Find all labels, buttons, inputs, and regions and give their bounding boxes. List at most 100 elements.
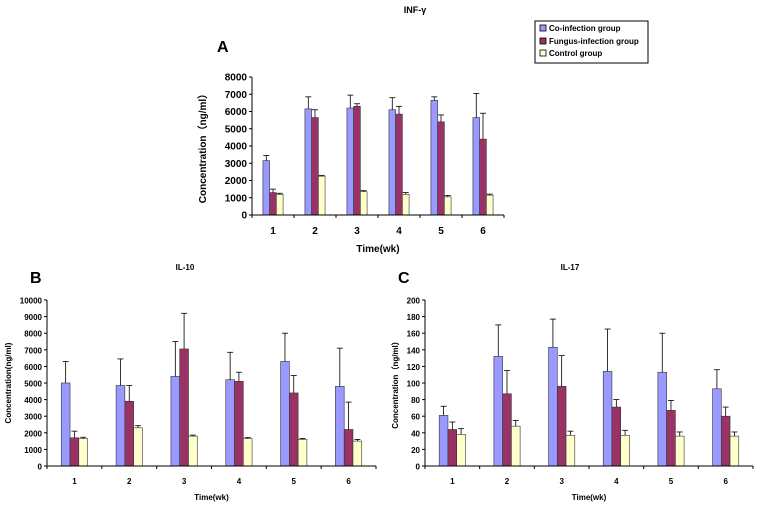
x-axis-label-il-10: Time(wk) [194, 493, 229, 502]
x-category-label-il-10-5: 6 [346, 477, 351, 486]
x-category-label-il-10-3: 4 [237, 477, 242, 486]
y-tick-label-il-17-8: 160 [407, 330, 421, 339]
bar-inf-gamma-s0-c4 [430, 99, 438, 216]
bar-inf-gamma-s1-c0 [269, 192, 277, 216]
legend-label-co-infection: Co-infection group [549, 24, 621, 33]
y-tick-label-il-10-7: 7000 [24, 346, 42, 355]
y-tick-label-il-17-4: 80 [411, 396, 420, 405]
y-tick-label-il-17-7: 140 [407, 346, 421, 355]
y-tick-label-il-10-1: 1000 [24, 446, 42, 455]
y-tick-label-inf-gamma-0: 0 [241, 211, 247, 222]
y-axis-label-inf-gamma: Concentration（ng/ml） [196, 89, 209, 203]
panel-letter-a: A [217, 39, 229, 56]
bar-inf-gamma-s0-c0 [262, 160, 270, 216]
bar-il-10-s1-c0 [69, 437, 80, 467]
bar-il-17-s2-c3 [620, 434, 630, 467]
bar-il-17-s1-c0 [447, 429, 458, 467]
bar-il-10-s1-c2 [179, 348, 189, 467]
bar-il-17-s0-c5 [712, 388, 722, 467]
bar-il-17-s0-c2 [548, 347, 558, 467]
legend-swatch-control [539, 49, 547, 57]
y-tick-label-il-10-9: 9000 [24, 313, 42, 322]
x-category-label-il-17-3: 4 [614, 477, 619, 486]
bar-inf-gamma-s1-c2 [353, 106, 361, 216]
y-tick-label-il-10-2: 2000 [24, 429, 42, 438]
bar-il-10-s0-c2 [170, 376, 180, 467]
y-tick-label-inf-gamma-8: 8000 [225, 73, 248, 84]
bar-il-17-s1-c1 [502, 393, 512, 467]
legend-box [534, 20, 649, 64]
x-category-label-il-10-0: 1 [72, 477, 77, 486]
bar-il-10-s1-c1 [124, 400, 134, 467]
bar-il-10-s0-c4 [280, 361, 290, 467]
bar-il-17-s1-c4 [666, 410, 676, 467]
x-category-label-inf-gamma-0: 1 [270, 226, 276, 237]
x-category-label-il-17-5: 6 [723, 477, 728, 486]
x-category-label-il-17-0: 1 [450, 477, 455, 486]
x-axis-label-il-17: Time(wk) [572, 493, 607, 502]
bar-il-10-s0-c1 [115, 385, 126, 467]
bar-il-17-s0-c1 [493, 356, 503, 467]
y-tick-label-il-17-9: 180 [407, 313, 421, 322]
x-category-label-il-10-2: 3 [182, 477, 187, 486]
bar-il-17-s1-c3 [611, 406, 622, 467]
y-tick-label-il-10-0: 0 [38, 463, 43, 472]
bar-inf-gamma-s2-c4 [444, 196, 452, 216]
chart-title-il-17: IL-17 [561, 263, 580, 272]
y-tick-label-il-17-3: 60 [411, 413, 420, 422]
bar-il-10-s0-c0 [60, 382, 71, 467]
chart-title-il-10: IL-10 [176, 263, 195, 272]
y-tick-label-inf-gamma-3: 3000 [225, 159, 248, 170]
x-category-label-inf-gamma-5: 6 [480, 226, 486, 237]
y-axis-label-il-17: Concentration（ng/ml） [390, 337, 400, 429]
bar-il-10-s2-c2 [188, 435, 198, 467]
bar-il-10-s1-c3 [234, 381, 244, 467]
bar-il-10-s1-c4 [289, 392, 299, 467]
x-category-label-inf-gamma-2: 3 [354, 226, 360, 237]
y-tick-label-il-17-6: 120 [407, 363, 421, 372]
y-tick-label-il-10-10: 10000 [20, 297, 43, 306]
x-category-label-il-17-2: 3 [559, 477, 564, 486]
y-tick-label-inf-gamma-1: 1000 [225, 193, 248, 204]
legend-label-control: Control group [549, 49, 602, 58]
bar-inf-gamma-s1-c1 [311, 117, 319, 216]
bar-il-10-s0-c5 [335, 386, 345, 467]
bar-il-17-s1-c2 [556, 386, 567, 467]
bar-il-10-s2-c3 [243, 438, 253, 467]
bar-il-17-s0-c4 [657, 371, 667, 467]
bar-inf-gamma-s0-c3 [388, 109, 396, 216]
bar-il-17-s1-c5 [720, 415, 731, 467]
bar-inf-gamma-s0-c2 [346, 107, 354, 216]
x-category-label-inf-gamma-1: 2 [312, 226, 318, 237]
bar-il-10-s2-c0 [78, 438, 88, 467]
y-tick-label-inf-gamma-2: 2000 [225, 176, 248, 187]
y-tick-label-il-10-3: 3000 [24, 413, 42, 422]
y-tick-label-inf-gamma-5: 5000 [225, 124, 248, 135]
y-tick-label-il-10-4: 4000 [24, 396, 42, 405]
bar-il-17-s2-c1 [511, 425, 521, 467]
y-tick-label-inf-gamma-7: 7000 [225, 90, 248, 101]
bar-inf-gamma-s1-c5 [479, 138, 487, 216]
x-category-label-il-10-1: 2 [127, 477, 132, 486]
chart-title-inf-gamma: INF-γ [404, 5, 427, 15]
bar-inf-gamma-s1-c3 [395, 113, 403, 216]
x-category-label-il-17-4: 5 [669, 477, 674, 486]
x-category-label-inf-gamma-3: 4 [396, 226, 402, 237]
bar-il-10-s2-c5 [352, 440, 363, 467]
y-tick-label-il-17-1: 20 [411, 446, 420, 455]
y-tick-label-inf-gamma-6: 6000 [225, 107, 248, 118]
y-tick-label-il-17-2: 40 [411, 429, 420, 438]
bar-il-10-s0-c3 [225, 379, 235, 467]
y-tick-label-inf-gamma-4: 4000 [225, 142, 248, 153]
y-tick-label-il-17-10: 200 [407, 297, 421, 306]
legend-label-fungus-infection: Fungus-infection group [549, 37, 639, 46]
y-tick-label-il-10-5: 5000 [24, 380, 42, 389]
y-tick-label-il-10-8: 8000 [24, 330, 42, 339]
bar-il-10-s2-c1 [133, 427, 143, 467]
bar-il-17-s2-c5 [729, 435, 740, 467]
chart-inf-gamma: INF-γ 0 1000 2000 3000 4000 5000 6000 7000 8000 1 2… [196, 5, 505, 255]
bar-inf-gamma-s2-c5 [486, 194, 494, 216]
bar-inf-gamma-s0-c1 [304, 108, 312, 216]
bar-il-17-s0-c0 [438, 415, 449, 467]
